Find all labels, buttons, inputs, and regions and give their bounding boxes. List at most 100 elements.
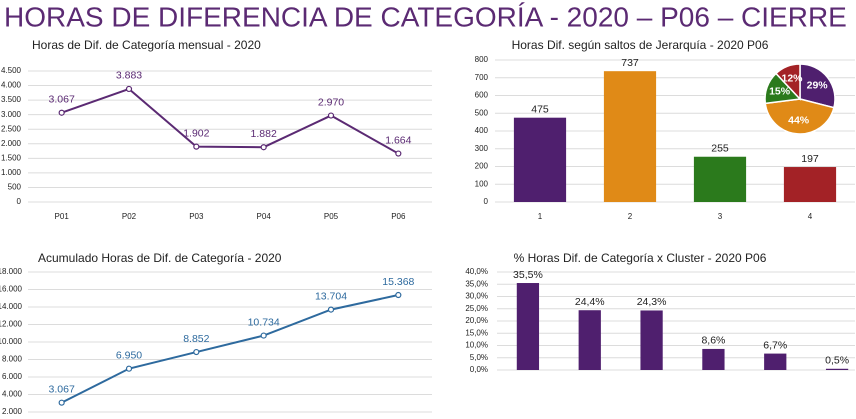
bar xyxy=(825,368,849,370)
y-tick-label: 4.500 xyxy=(1,66,22,75)
y-tick-label: 4.000 xyxy=(1,81,22,90)
x-tick-label: P06 xyxy=(391,212,406,221)
y-tick-label: 400 xyxy=(475,126,489,135)
y-tick-label: 2.000 xyxy=(2,407,23,416)
marker xyxy=(193,143,200,150)
y-tick-label: 700 xyxy=(475,73,489,82)
marker xyxy=(395,291,402,299)
y-tick-label: 4.000 xyxy=(2,390,23,399)
x-tick-label: P03 xyxy=(189,212,204,221)
data-label: 1.902 xyxy=(183,127,209,139)
x-tick-label: P04 xyxy=(257,212,272,221)
y-tick-label: 1.000 xyxy=(1,168,22,177)
bar xyxy=(693,156,747,202)
y-tick-label: 14.000 xyxy=(0,302,23,311)
y-tick-label: 100 xyxy=(475,179,489,188)
x-tick-label: P05 xyxy=(324,212,339,221)
bar xyxy=(603,71,657,203)
x-tick-label: 2 xyxy=(628,212,633,221)
y-tick-label: 500 xyxy=(8,183,22,192)
pie-label: 29% xyxy=(807,79,829,91)
marker xyxy=(58,399,65,406)
x-tick-label: 3 xyxy=(718,212,723,221)
x-tick-label: P02 xyxy=(122,212,137,221)
data-label: 8.852 xyxy=(183,333,209,345)
pie-label: 12% xyxy=(782,73,804,85)
bar xyxy=(764,353,787,370)
bar xyxy=(578,310,601,370)
chart-title: Horas de Dif. de Categoría mensual - 202… xyxy=(32,38,261,52)
y-tick-label: 3.000 xyxy=(1,110,22,119)
data-label: 6,7% xyxy=(763,339,787,351)
y-tick-label: 10,0% xyxy=(465,341,488,350)
data-label: 3.067 xyxy=(49,383,75,395)
data-label: 35,5% xyxy=(513,269,543,281)
marker xyxy=(327,306,335,313)
y-tick-label: 2.500 xyxy=(1,124,22,133)
marker xyxy=(58,109,65,116)
x-tick-label: 4 xyxy=(808,212,813,221)
y-tick-label: 15,0% xyxy=(465,328,488,337)
y-tick-label: 5,0% xyxy=(470,353,488,362)
data-label: 24,4% xyxy=(575,296,605,308)
marker xyxy=(125,85,133,93)
data-label: 1.664 xyxy=(385,134,411,146)
data-label: 8,6% xyxy=(701,335,725,347)
data-label: 1.882 xyxy=(251,128,277,140)
pie-slice xyxy=(799,63,836,109)
chart-title: Acumulado Horas de Dif. de Categoría - 2… xyxy=(38,251,282,265)
y-tick-label: 35,0% xyxy=(465,279,488,288)
marker xyxy=(327,112,335,119)
marker xyxy=(125,365,133,372)
data-label: 737 xyxy=(621,57,639,69)
bar xyxy=(640,310,663,370)
data-label: 10.734 xyxy=(248,316,280,328)
chart-title: % Horas Dif. de Categoría x Cluster - 20… xyxy=(514,251,767,265)
data-label: 3.883 xyxy=(116,70,142,82)
data-label: 3.067 xyxy=(49,93,75,105)
y-tick-label: 40,0% xyxy=(465,267,488,276)
data-label: 24,3% xyxy=(637,296,667,308)
data-label: 6.950 xyxy=(116,349,142,361)
y-tick-label: 300 xyxy=(475,144,489,153)
y-tick-label: 800 xyxy=(475,55,489,64)
y-tick-label: 2.000 xyxy=(1,139,22,148)
y-tick-label: 600 xyxy=(475,91,489,100)
page-title: HORAS DE DIFERENCIA DE CATEGORÍA - 2020 … xyxy=(4,1,847,32)
y-tick-label: 1.500 xyxy=(1,153,22,162)
data-label: 255 xyxy=(711,143,729,155)
y-tick-label: 500 xyxy=(475,108,489,117)
marker xyxy=(193,348,200,356)
chart-title: Horas Dif. según saltos de Jerarquía - 2… xyxy=(512,38,769,52)
line xyxy=(61,294,399,404)
y-tick-label: 25,0% xyxy=(465,304,488,313)
pie-slice xyxy=(764,98,835,135)
y-tick-label: 8.000 xyxy=(2,355,23,364)
pie-label: 44% xyxy=(788,114,810,126)
y-tick-label: 12.000 xyxy=(0,320,23,329)
y-tick-label: 18.000 xyxy=(0,267,23,276)
y-tick-label: 0 xyxy=(17,197,22,206)
data-label: 0,5% xyxy=(825,355,849,367)
pie-slice xyxy=(774,63,801,101)
y-tick-label: 30,0% xyxy=(465,292,488,301)
marker xyxy=(260,332,267,339)
x-tick-label: P01 xyxy=(55,212,70,221)
y-tick-label: 16.000 xyxy=(0,285,23,294)
y-tick-label: 0 xyxy=(484,197,489,206)
y-tick-label: 200 xyxy=(475,162,489,171)
x-tick-label: 1 xyxy=(538,212,543,221)
y-tick-label: 3.500 xyxy=(1,95,22,104)
bar xyxy=(513,117,567,202)
line xyxy=(61,87,399,155)
bar xyxy=(702,348,725,370)
data-label: 475 xyxy=(531,103,549,115)
data-label: 2.970 xyxy=(318,96,344,108)
bar xyxy=(516,283,540,370)
data-label: 15.368 xyxy=(382,276,414,288)
data-label: 197 xyxy=(801,153,819,165)
marker xyxy=(395,150,402,157)
y-tick-label: 20,0% xyxy=(465,316,488,325)
data-label: 13.704 xyxy=(315,290,347,302)
pie-label: 15% xyxy=(769,85,791,97)
